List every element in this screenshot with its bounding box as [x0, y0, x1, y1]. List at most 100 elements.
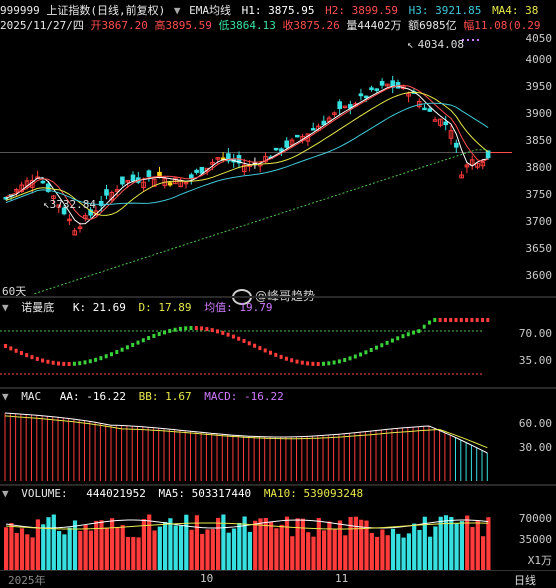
- volume-bar: [120, 525, 125, 570]
- dropdown-arrow-icon[interactable]: ▼: [2, 301, 16, 314]
- y-tick: 35000: [518, 533, 552, 546]
- volume-bar: [99, 520, 104, 570]
- volume-value: 444021952: [86, 487, 146, 500]
- macd-indicator-name[interactable]: ▼ MAC: [2, 390, 47, 403]
- stock-code-name[interactable]: 999999 上证指数(日线,前复权): [0, 4, 166, 17]
- volume-chart[interactable]: [0, 502, 556, 570]
- candle: [167, 182, 173, 186]
- volume-bar: [147, 514, 152, 570]
- volume-bar: [401, 537, 406, 570]
- volume-bar: [216, 517, 221, 570]
- kd-d-value: D: 17.89: [138, 301, 192, 314]
- volume-bar: [269, 522, 274, 570]
- volume-bar: [449, 516, 454, 570]
- panel-divider: [0, 484, 556, 486]
- candle: [146, 170, 152, 177]
- kd-k-value: K: 21.69: [72, 301, 126, 314]
- macd-y-axis: 60.00 30.00: [512, 405, 556, 483]
- volume-panel-header: ▼ VOLUME: 444021952 MA5: 503317440 MA10:…: [2, 487, 369, 500]
- kd-bar: [475, 318, 479, 322]
- volume-ma5: MA5: 503317440: [158, 487, 252, 500]
- volume-bar: [83, 524, 88, 570]
- kd-bar: [157, 332, 161, 337]
- volume-bar: [221, 514, 226, 570]
- volume-bar: [242, 516, 247, 570]
- candle: [51, 195, 56, 200]
- volume-bar: [443, 515, 449, 570]
- kd-bar: [14, 348, 18, 353]
- volume-bar: [306, 532, 311, 570]
- kd-bar: [9, 346, 13, 351]
- volume-ma10-line: [5, 522, 489, 530]
- candle: [379, 81, 385, 86]
- candle: [77, 226, 83, 229]
- y-tick: 3900: [525, 107, 553, 120]
- dropdown-arrow-icon[interactable]: ▼: [2, 390, 16, 403]
- kd-bar: [173, 327, 177, 332]
- kd-indicator-chart[interactable]: [0, 314, 556, 386]
- volume-bar: [327, 521, 332, 570]
- kd-bar: [279, 354, 283, 359]
- kd-bar: [226, 332, 230, 337]
- volume-bar: [115, 527, 120, 570]
- y-tick: 4000: [525, 53, 553, 66]
- volume-indicator-name[interactable]: ▼ VOLUME:: [2, 487, 74, 500]
- kd-bar: [364, 350, 368, 355]
- ma-line-60: [31, 149, 487, 294]
- y-tick: 70000: [518, 512, 552, 525]
- macd-line-bb: [4, 415, 488, 449]
- candlestick-chart[interactable]: [0, 32, 556, 294]
- dropdown-arrow-icon[interactable]: ▼: [173, 4, 181, 17]
- candle: [358, 93, 364, 97]
- kd-bar: [274, 352, 278, 357]
- candle: [432, 119, 438, 122]
- kd-bar: [263, 348, 267, 353]
- volume-bar: [322, 530, 327, 570]
- low-price-value: 3732.84: [49, 198, 96, 211]
- kd-bar: [210, 328, 214, 333]
- kd-bar: [147, 336, 151, 341]
- volume-unit: X1万: [527, 554, 552, 567]
- low-price-label: ↖3732.84: [43, 198, 96, 211]
- volume-bar: [295, 518, 300, 570]
- macd-indicator-chart[interactable]: [0, 405, 556, 483]
- dropdown-arrow-icon[interactable]: ▼: [2, 487, 16, 500]
- signal-dot: [467, 39, 469, 41]
- volume-bar: [136, 537, 141, 570]
- volume-bar: [247, 531, 252, 570]
- candle: [88, 209, 93, 216]
- kd-bar: [316, 361, 320, 366]
- volume-bar: [231, 528, 237, 570]
- candle: [56, 204, 62, 208]
- volume-bar: [406, 533, 411, 570]
- kd-bar: [200, 326, 204, 331]
- kd-bar: [412, 330, 416, 335]
- candle: [385, 83, 390, 87]
- kd-bar: [168, 328, 172, 333]
- kd-bar: [369, 348, 373, 353]
- volume-bar: [78, 530, 83, 570]
- ma-line-h3: [5, 102, 489, 206]
- period-button[interactable]: 日线: [514, 574, 536, 587]
- volume-bar: [380, 529, 385, 570]
- kd-bar: [125, 345, 129, 350]
- volume-bar: [258, 518, 263, 570]
- kd-name-text: 诺曼底: [21, 301, 55, 314]
- macd-bb-value: BB: 1.67: [138, 390, 192, 403]
- volume-bar: [30, 537, 35, 570]
- kd-bar: [4, 344, 7, 348]
- volume-bar: [263, 517, 268, 570]
- kd-indicator-name[interactable]: ▼ 诺曼底: [2, 301, 60, 314]
- volume-bar: [67, 527, 72, 570]
- kd-bar: [295, 359, 299, 364]
- kd-bar: [25, 353, 29, 358]
- time-axis: 2025年 10 11 日线: [0, 570, 556, 587]
- candle: [183, 181, 189, 185]
- kd-bar: [332, 360, 336, 365]
- kd-bar: [306, 361, 310, 366]
- y-tick: 60.00: [518, 417, 552, 430]
- kd-bar: [216, 329, 219, 334]
- candle: [67, 218, 72, 222]
- kd-bar: [348, 356, 352, 361]
- ema-label[interactable]: EMA均线: [189, 4, 231, 17]
